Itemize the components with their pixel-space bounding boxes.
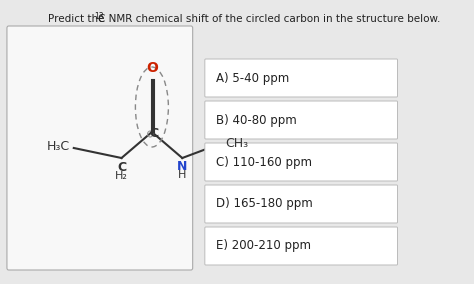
Text: 13: 13 (94, 12, 103, 21)
Text: H₃C: H₃C (46, 139, 69, 153)
Text: C: C (117, 161, 126, 174)
Text: O: O (146, 61, 158, 75)
Text: A) 5-40 ppm: A) 5-40 ppm (216, 72, 289, 85)
Text: E) 200-210 ppm: E) 200-210 ppm (216, 239, 311, 252)
Text: C: C (149, 126, 158, 139)
Text: N: N (177, 160, 187, 173)
Text: B) 40-80 ppm: B) 40-80 ppm (216, 114, 297, 126)
FancyBboxPatch shape (7, 26, 193, 270)
FancyBboxPatch shape (205, 185, 398, 223)
Text: C) 110-160 ppm: C) 110-160 ppm (216, 156, 312, 168)
Text: H: H (178, 170, 186, 180)
Text: CH₃: CH₃ (226, 137, 249, 149)
Text: H₂: H₂ (115, 171, 128, 181)
FancyBboxPatch shape (205, 143, 398, 181)
Text: Predict the: Predict the (48, 14, 108, 24)
FancyBboxPatch shape (205, 101, 398, 139)
Text: D) 165-180 ppm: D) 165-180 ppm (216, 197, 313, 210)
Text: C NMR chemical shift of the circled carbon in the structure below.: C NMR chemical shift of the circled carb… (98, 14, 440, 24)
FancyBboxPatch shape (205, 227, 398, 265)
FancyBboxPatch shape (205, 59, 398, 97)
